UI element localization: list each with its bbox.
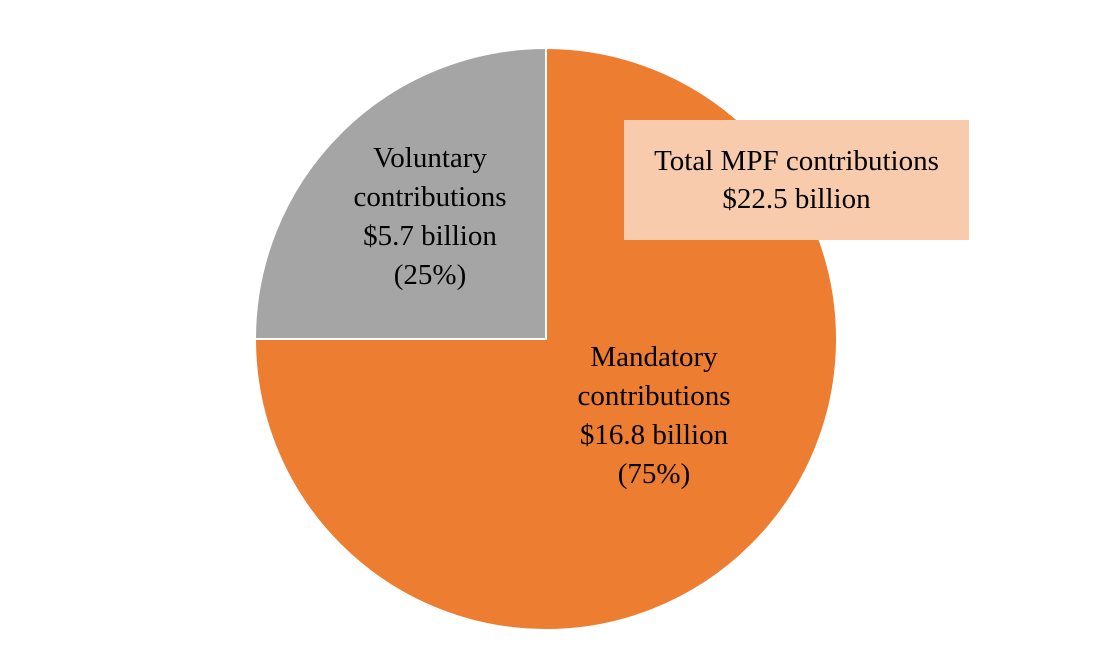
- total-annotation-box: Total MPF contributions $22.5 billion: [624, 120, 969, 240]
- pie-slice-voluntary: [253, 46, 547, 340]
- slice-label-line: (75%): [618, 458, 690, 490]
- slice-label-line: contributions: [353, 181, 506, 213]
- total-annotation-title: Total MPF contributions: [654, 145, 939, 177]
- slice-label-line: Mandatory: [590, 341, 718, 373]
- slice-label-line: contributions: [577, 380, 730, 412]
- slice-label-line: $16.8 billion: [580, 419, 729, 451]
- total-annotation-value: $22.5 billion: [722, 183, 871, 215]
- slice-label-line: Voluntary: [373, 142, 487, 174]
- slice-label-voluntary: Voluntary contributions $5.7 billion (25%): [353, 142, 506, 291]
- slice-label-line: (25%): [394, 259, 466, 291]
- slice-label-mandatory: Mandatory contributions $16.8 billion (75%): [577, 341, 730, 490]
- slice-label-line: $5.7 billion: [363, 220, 497, 252]
